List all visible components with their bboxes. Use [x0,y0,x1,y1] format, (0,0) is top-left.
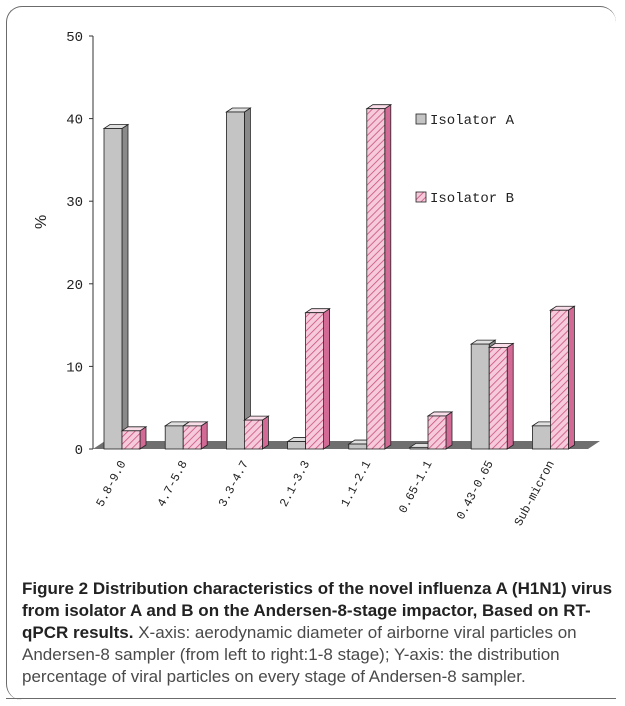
bars-layer [102,103,576,450]
legend-label: Isolator B [430,191,514,207]
bar-isolator-a [532,425,551,450]
bar-isolator-a [164,425,184,450]
legend-swatch [415,191,427,203]
bar-isolator-b [488,347,508,450]
y-axis-label: % [33,215,50,229]
bar-side [384,103,392,450]
y-tick-label: 40 [66,113,83,129]
bar-isolator-b [305,312,325,450]
frame-divider [6,698,616,699]
bar-isolator-b [182,425,202,450]
x-tick-label: 3.3-4.7 [216,458,252,509]
bar-side [200,421,208,450]
caption-title: Figure 2 Distribution characteristics of… [22,579,613,642]
y-tick-label: 0 [75,443,83,459]
x-tick-label: Sub-micron [512,458,558,528]
y-tick-label: 20 [66,278,83,294]
bar-isolator-b [121,430,141,450]
x-tick-label: 2.1-3.3 [277,458,313,509]
legend-swatch [415,113,427,125]
y-tick-label: 10 [66,360,83,376]
x-tick-label: 1.1-2.1 [338,458,374,509]
bar-side [323,307,331,450]
figure-caption: Figure 2 Distribution characteristics of… [22,578,614,688]
caption-text: X-axis: aerodynamic diameter of airborne… [22,623,577,686]
bar-side [568,305,575,450]
bar-isolator-a [287,441,307,450]
bar-side [243,107,251,450]
x-tick-label: 0.43-0.65 [454,458,497,522]
y-tick-label: 50 [66,30,83,46]
figure-frame [6,6,616,700]
bar-isolator-a [225,111,245,450]
bar-isolator-a [470,343,490,450]
bar-isolator-a [409,446,429,450]
bar-side [121,123,129,450]
legend: Isolator A Isolator B [415,113,515,207]
bar-isolator-b [550,309,569,450]
bar-isolator-b [366,108,386,450]
legend-label: Isolator A [430,113,515,129]
axes-layer [89,35,600,450]
bar-chart: 0 10 20 30 40 50% 5.8-9.0 4.7-5.8 3.3-4.7 2.1-3.3… [33,30,600,528]
y-tick-label: 30 [66,195,83,211]
x-tick-label: 4.7-5.8 [155,458,191,509]
bar-isolator-b [243,419,263,450]
bar-isolator-a [103,128,123,450]
bar-side [261,415,269,450]
bar-side [445,411,453,450]
x-tick-label: 0.65-1.1 [396,458,435,515]
bar-side [506,342,514,450]
bar-isolator-a [348,443,368,450]
x-tick-label: 5.8-9.0 [93,458,129,509]
bar-isolator-b [427,415,447,450]
